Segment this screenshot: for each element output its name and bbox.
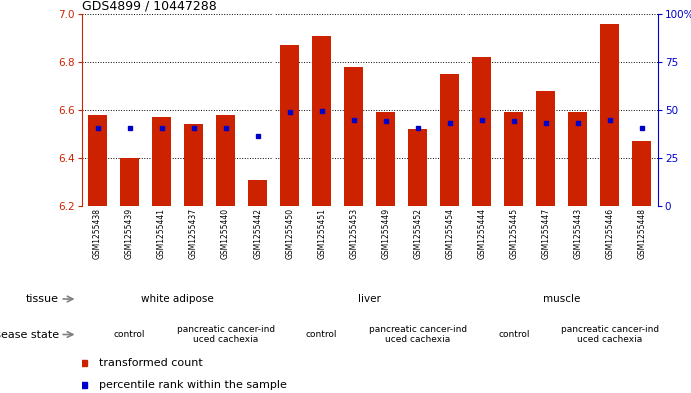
Text: liver: liver [358, 294, 381, 304]
Text: GSM1255452: GSM1255452 [413, 208, 422, 259]
Text: GSM1255438: GSM1255438 [93, 208, 102, 259]
Bar [376, 112, 395, 206]
Text: GSM1255446: GSM1255446 [605, 208, 614, 259]
Text: GSM1255454: GSM1255454 [445, 208, 454, 259]
Bar [216, 115, 235, 206]
Bar [568, 112, 587, 206]
Text: muscle: muscle [543, 294, 580, 304]
Text: GSM1255445: GSM1255445 [509, 208, 518, 259]
Text: GSM1255439: GSM1255439 [125, 208, 134, 259]
Bar [440, 74, 460, 206]
Bar [120, 158, 139, 206]
Text: GSM1255449: GSM1255449 [381, 208, 390, 259]
Bar [312, 36, 331, 206]
Text: GSM1255447: GSM1255447 [541, 208, 550, 259]
Text: white adipose: white adipose [141, 294, 214, 304]
Text: GSM1255442: GSM1255442 [253, 208, 262, 259]
Text: GDS4899 / 10447288: GDS4899 / 10447288 [82, 0, 216, 13]
Text: GSM1255443: GSM1255443 [574, 208, 583, 259]
Text: control: control [114, 330, 145, 339]
Bar [248, 180, 267, 206]
Text: control: control [306, 330, 337, 339]
Text: GSM1255448: GSM1255448 [637, 208, 646, 259]
Text: GSM1255450: GSM1255450 [285, 208, 294, 259]
Bar [536, 91, 556, 206]
Text: control: control [498, 330, 529, 339]
Bar [472, 57, 491, 206]
Bar [344, 67, 363, 206]
Text: GSM1255437: GSM1255437 [189, 208, 198, 259]
Text: GSM1255441: GSM1255441 [157, 208, 166, 259]
Text: disease state: disease state [0, 329, 59, 340]
Text: GSM1255451: GSM1255451 [317, 208, 326, 259]
Bar [88, 115, 107, 206]
Text: GSM1255444: GSM1255444 [477, 208, 486, 259]
Text: pancreatic cancer-ind
uced cachexia: pancreatic cancer-ind uced cachexia [560, 325, 659, 344]
Bar [184, 125, 203, 206]
Text: GSM1255453: GSM1255453 [349, 208, 358, 259]
Text: percentile rank within the sample: percentile rank within the sample [99, 380, 287, 389]
Bar [632, 141, 652, 206]
Text: pancreatic cancer-ind
uced cachexia: pancreatic cancer-ind uced cachexia [368, 325, 467, 344]
Bar [280, 45, 299, 206]
Text: transformed count: transformed count [99, 358, 202, 368]
Text: GSM1255440: GSM1255440 [221, 208, 230, 259]
Text: tissue: tissue [26, 294, 59, 304]
Bar [408, 129, 427, 206]
Text: pancreatic cancer-ind
uced cachexia: pancreatic cancer-ind uced cachexia [176, 325, 275, 344]
Bar [600, 24, 619, 206]
Bar [504, 112, 523, 206]
Bar [152, 117, 171, 206]
